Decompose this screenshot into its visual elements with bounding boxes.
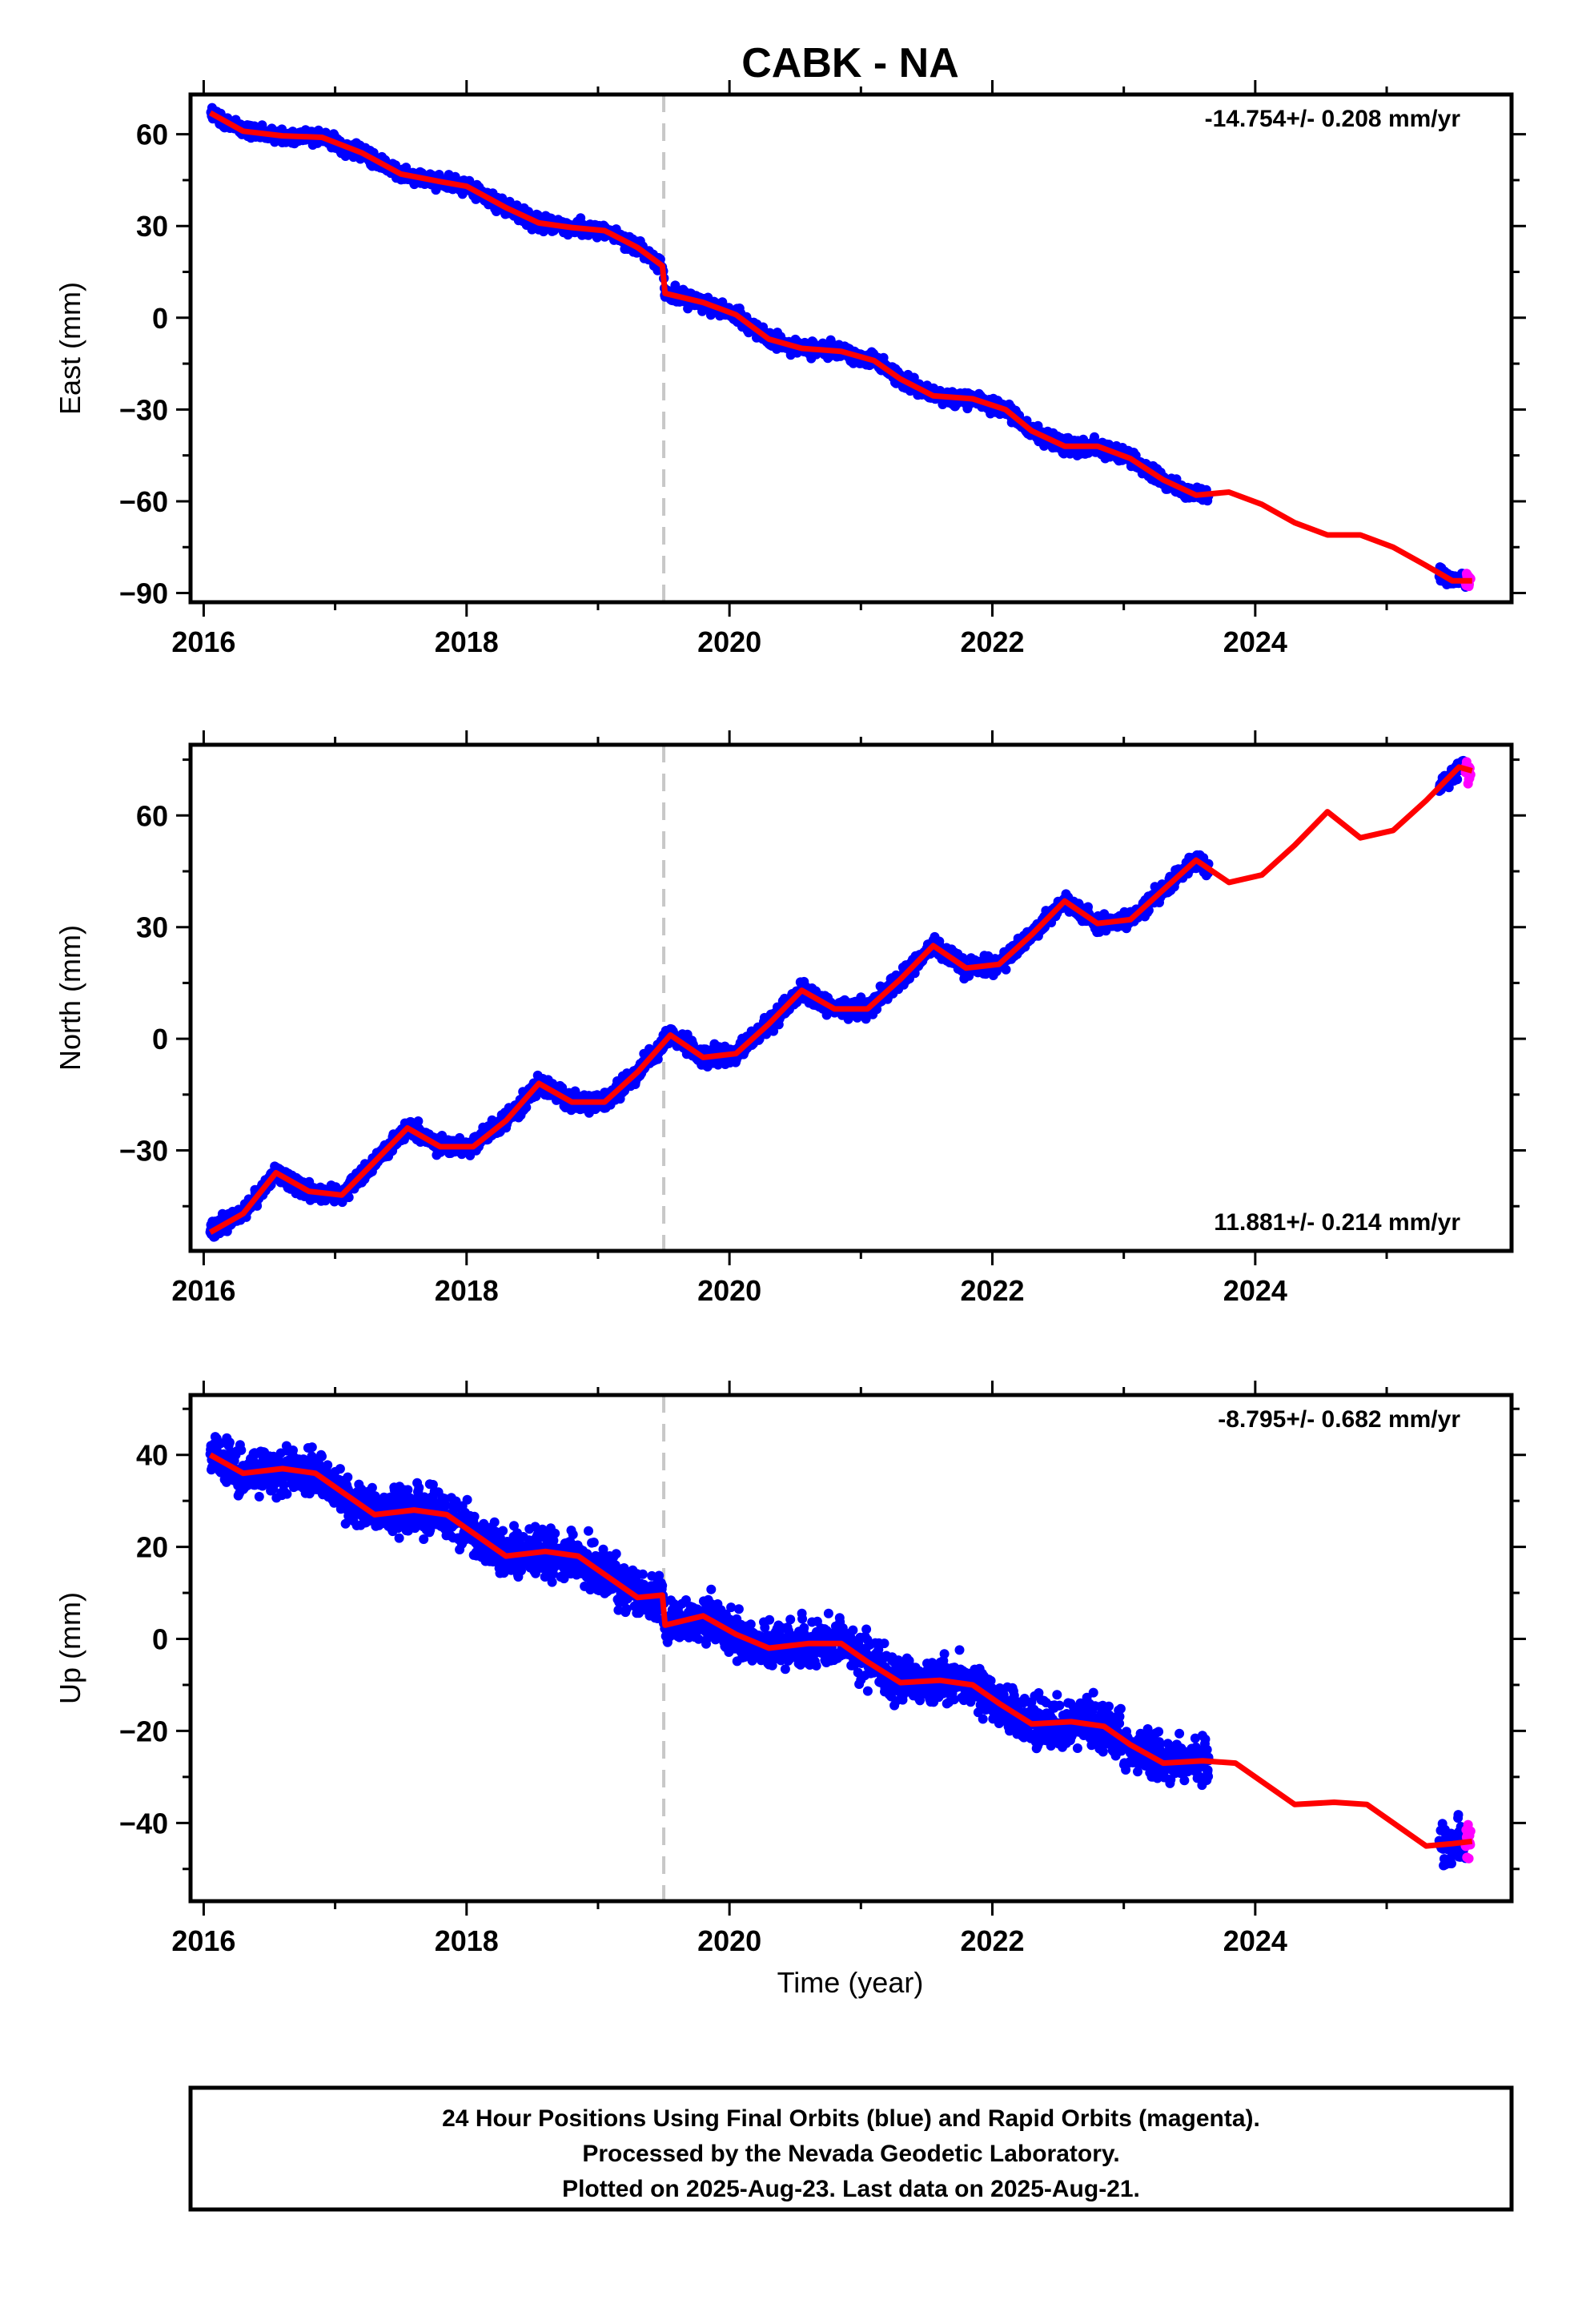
- y-tick-label: 30: [136, 210, 168, 243]
- y-tick-label: 0: [152, 302, 168, 335]
- panel-1: 2016 2018 2020 2022 2024 60 30 0 −30 −60 −90 East (…: [54, 80, 1526, 658]
- panel-plot-area: [206, 94, 1476, 602]
- final-orbit-point: [413, 1116, 424, 1126]
- x-tick-label: 2020: [697, 625, 761, 658]
- y-tick-label: 60: [136, 119, 168, 151]
- y-tick-label: −90: [119, 577, 168, 610]
- panel-plot-area: [205, 745, 1476, 1251]
- final-orbit-point: [343, 1192, 354, 1203]
- panels: 2016 2018 2020 2022 2024 60 30 0 −30 −60 −90 East (…: [54, 80, 1526, 1957]
- final-orbit-point: [1090, 432, 1099, 442]
- final-orbit-point: [521, 1102, 532, 1112]
- y-axis-label: East (mm): [54, 282, 86, 415]
- x-tick-label: 2018: [435, 625, 499, 658]
- panel-frame: [188, 92, 1514, 605]
- x-tick-label: 2024: [1223, 625, 1287, 658]
- chart-title: CABK - NA: [741, 40, 959, 86]
- y-tick-label: −60: [119, 485, 168, 518]
- final-orbit-point: [1001, 964, 1011, 975]
- final-orbit-point: [769, 1026, 779, 1036]
- y-tick-label: −30: [119, 393, 168, 426]
- model-fit-line: [208, 110, 1472, 584]
- x-tick-label: 2016: [171, 625, 235, 658]
- velocity-rate-label: -14.754+/- 0.208 mm/yr: [1205, 106, 1461, 132]
- x-tick-label: 2022: [960, 625, 1024, 658]
